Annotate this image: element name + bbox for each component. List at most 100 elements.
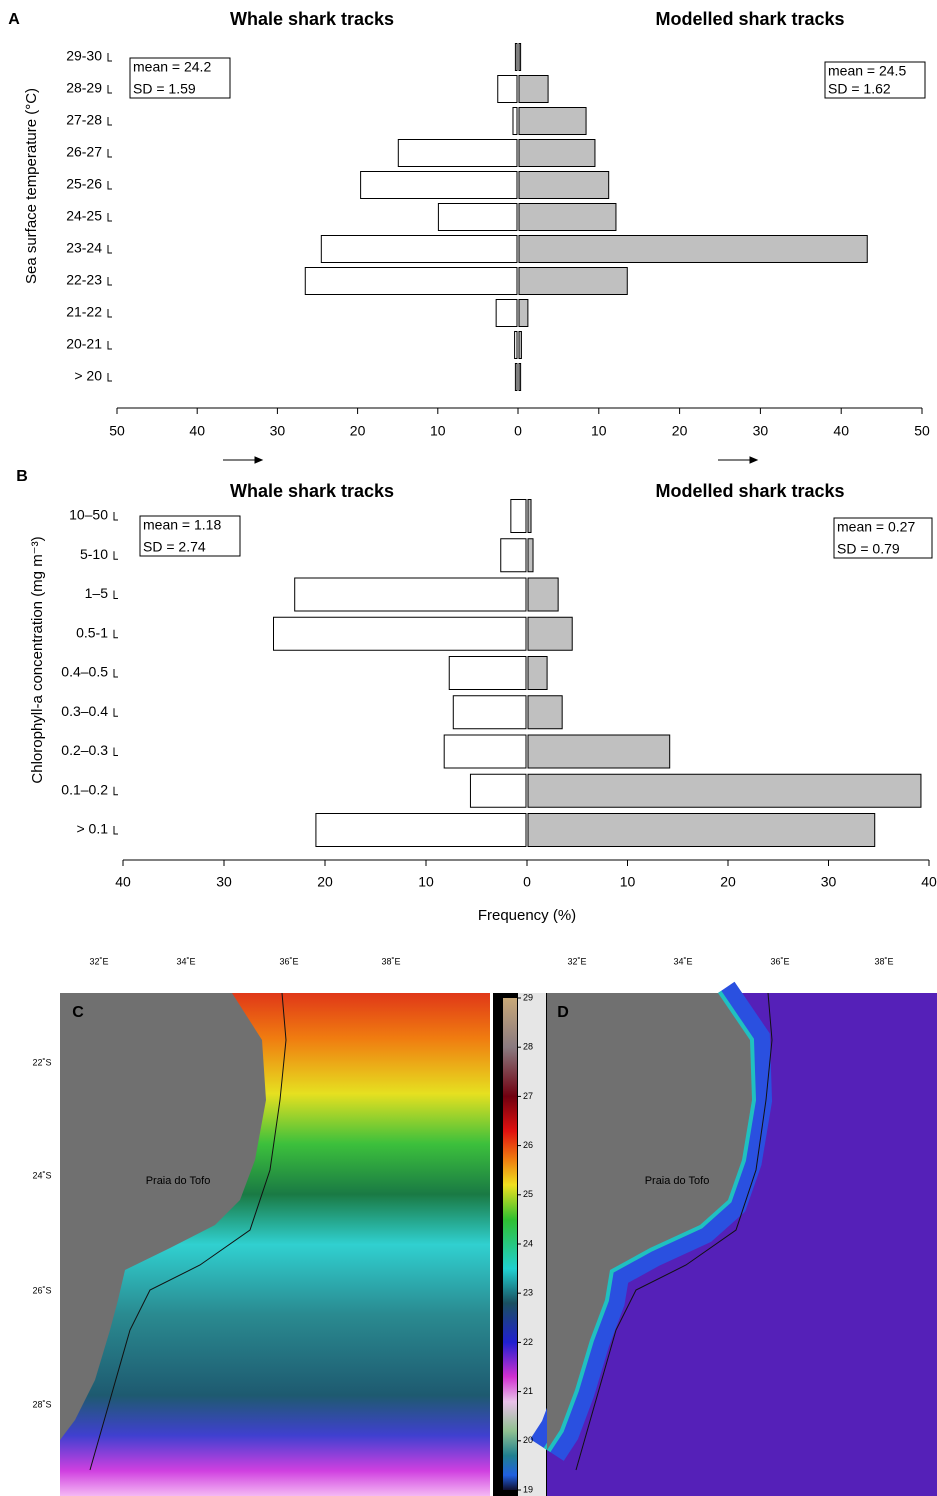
colorbar-tick-label: 28 [523, 1042, 533, 1052]
stats-box [824, 61, 926, 99]
y-tick [113, 786, 118, 796]
colorbar-tick-label: 22 [523, 1337, 533, 1347]
bar [518, 203, 617, 231]
bar [320, 235, 518, 263]
y-tick-label: 23-24 [66, 240, 102, 256]
series-title: Whale shark tracks [230, 481, 394, 501]
colorbar-tick-label: 21 [523, 1386, 533, 1396]
bar [527, 616, 573, 651]
y-tick [107, 309, 112, 318]
lat-label: 26˚S [32, 1285, 51, 1295]
stats-text: SD = 2.74 [143, 539, 206, 555]
colorbar-tick-label: 20 [523, 1435, 533, 1445]
colorbar-tick-label: 25 [523, 1189, 533, 1199]
y-axis-label: Chlorophyll-a concentration (mg m⁻³) [29, 536, 46, 783]
lon-label: 36˚E [770, 956, 789, 966]
y-tick [113, 669, 118, 678]
x-tick-label: 40 [833, 423, 849, 439]
panel-letter: A [8, 11, 20, 28]
y-tick [113, 708, 118, 717]
y-tick [107, 117, 112, 126]
stats-text: SD = 0.79 [837, 541, 900, 557]
y-tick-label: 0.5-1 [76, 624, 108, 640]
lon-label: 34˚E [176, 956, 195, 966]
x-tick-label: 10 [430, 423, 446, 439]
x-tick-label: 20 [317, 874, 333, 890]
place-label: Praia do Tofo [146, 1175, 211, 1187]
x-tick-label: 20 [672, 423, 688, 439]
bar [518, 107, 587, 135]
bar [452, 695, 527, 730]
isobath [89, 992, 287, 1471]
stats-text: mean = 24.5 [828, 63, 906, 79]
y-tick [107, 277, 112, 286]
stats-box [833, 517, 933, 559]
lat-label: 24˚S [32, 1170, 51, 1180]
y-tick-label: 27-28 [66, 112, 102, 128]
bar [527, 695, 563, 730]
y-tick-label: 10–50 [69, 507, 108, 523]
lon-label: 32˚E [567, 956, 586, 966]
x-axis-label: Frequency (%) [478, 907, 576, 924]
lon-label: 38˚E [381, 956, 400, 966]
y-tick-label: 0.3–0.4 [61, 703, 108, 719]
bar [527, 773, 922, 808]
lon-label: 32˚E [89, 956, 108, 966]
y-tick-label: 1–5 [85, 585, 109, 601]
bar [497, 75, 518, 103]
y-tick [107, 213, 112, 222]
y-tick [107, 149, 112, 158]
bar [360, 171, 518, 199]
bar [527, 577, 559, 612]
stats-text: SD = 1.59 [133, 81, 196, 97]
bar [527, 499, 532, 533]
y-tick-label: 0.1–0.2 [61, 781, 108, 797]
y-tick-label: 0.4–0.5 [61, 664, 108, 680]
y-tick [107, 245, 112, 254]
y-tick [113, 629, 118, 639]
bar [527, 734, 671, 769]
y-tick-label: 20-21 [66, 336, 102, 352]
bar [527, 538, 534, 573]
bar [518, 43, 522, 71]
bar [514, 43, 518, 71]
lat-label: 28˚S [32, 1399, 51, 1409]
arrows [223, 456, 759, 464]
bar [495, 299, 518, 327]
panel-letter: B [16, 468, 28, 485]
lon-label: 38˚E [874, 956, 893, 966]
y-tick-label: 24-25 [66, 208, 102, 224]
bar [518, 299, 529, 327]
x-tick-label: 10 [418, 874, 434, 890]
y-tick [107, 53, 112, 62]
colorbar-labels-bg [518, 993, 546, 1496]
bar [518, 331, 522, 359]
panel-letter: D [557, 1004, 569, 1021]
x-tick-label: 0 [523, 874, 531, 890]
bar [518, 171, 610, 199]
stats-text: SD = 1.62 [828, 81, 891, 97]
bar [518, 363, 522, 391]
x-tick-label: 10 [620, 874, 636, 890]
bar [527, 656, 548, 690]
x-tick-label: 40 [921, 874, 937, 890]
y-tick-label: 29-30 [66, 48, 102, 64]
series-title: Whale shark tracks [230, 9, 394, 29]
y-tick-label: 25-26 [66, 176, 102, 192]
y-tick-label: > 20 [74, 368, 102, 384]
bar [518, 75, 549, 103]
y-tick [107, 341, 112, 350]
x-tick-label: 20 [720, 874, 736, 890]
lat-label: 22˚S [32, 1057, 51, 1067]
bar [443, 734, 527, 769]
y-tick [113, 512, 118, 521]
y-tick-label: 22-23 [66, 272, 102, 288]
y-tick [113, 551, 118, 560]
x-tick-label: 0 [514, 423, 522, 439]
bar [500, 538, 527, 573]
lon-label: 34˚E [673, 956, 692, 966]
bar [512, 107, 518, 135]
lon-label: 36˚E [279, 956, 298, 966]
colorbar-tick-label: 29 [523, 992, 533, 1002]
